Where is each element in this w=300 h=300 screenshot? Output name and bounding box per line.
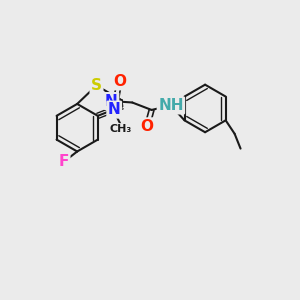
Text: F: F xyxy=(58,154,69,169)
Text: N: N xyxy=(105,94,118,109)
Text: O: O xyxy=(141,119,154,134)
Text: NH: NH xyxy=(158,98,184,113)
Text: N: N xyxy=(108,102,121,117)
Text: CH₃: CH₃ xyxy=(110,124,132,134)
Text: S: S xyxy=(91,78,102,93)
Text: O: O xyxy=(113,74,126,89)
